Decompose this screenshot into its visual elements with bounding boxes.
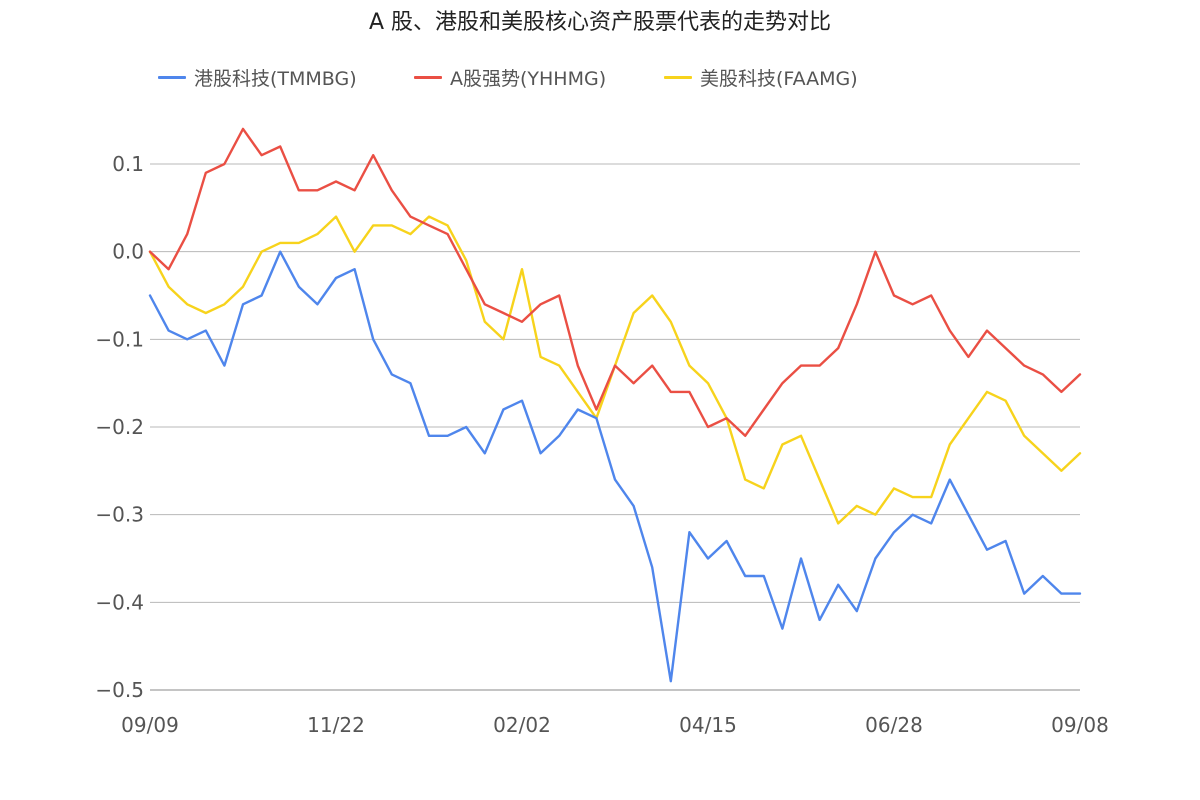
series-line-0	[148, 250, 1082, 683]
legend-label-faamg: 美股科技(FAAMG)	[700, 68, 858, 90]
y-tick-label: −0.1	[95, 327, 144, 351]
legend-label-tmmbg: 港股科技(TMMBG)	[194, 68, 357, 90]
series-line-1	[148, 127, 1082, 437]
x-axis: 09/09 11/22 02/02 04/15 06/28 09/08	[121, 713, 1109, 737]
y-tick-label: −0.5	[95, 678, 144, 702]
y-tick-label: 0.1	[112, 152, 144, 176]
x-tick-label: 04/15	[679, 713, 737, 737]
legend-swatch-faamg	[664, 76, 692, 79]
y-tick-label: 0.0	[112, 240, 144, 264]
y-tick-label: −0.4	[95, 590, 144, 614]
y-tick-label: −0.2	[95, 415, 144, 439]
x-tick-label: 02/02	[493, 713, 551, 737]
x-tick-label: 09/08	[1051, 713, 1109, 737]
y-tick-label: −0.3	[95, 503, 144, 527]
x-tick-label: 11/22	[307, 713, 365, 737]
x-tick-label: 09/09	[121, 713, 179, 737]
y-axis: 0.1 0.0 −0.1 −0.2 −0.3 −0.4 −0.5	[95, 152, 144, 702]
legend-swatch-yhhmg	[414, 76, 442, 79]
x-tick-label: 06/28	[865, 713, 923, 737]
legend-item-yhhmg[interactable]: A股强势(YHHMG)	[414, 64, 606, 91]
legend-label-yhhmg: A股强势(YHHMG)	[450, 68, 607, 90]
legend-item-tmmbg[interactable]: 港股科技(TMMBG)	[158, 64, 357, 91]
legend-swatch-tmmbg	[158, 76, 186, 79]
legend-item-faamg[interactable]: 美股科技(FAAMG)	[664, 64, 858, 91]
legend: 港股科技(TMMBG) A股强势(YHHMG) 美股科技(FAAMG)	[0, 64, 1200, 92]
series-lines	[148, 127, 1082, 683]
gridlines	[150, 163, 1080, 691]
chart-title: A 股、港股和美股核心资产股票代表的走势对比	[368, 10, 832, 35]
